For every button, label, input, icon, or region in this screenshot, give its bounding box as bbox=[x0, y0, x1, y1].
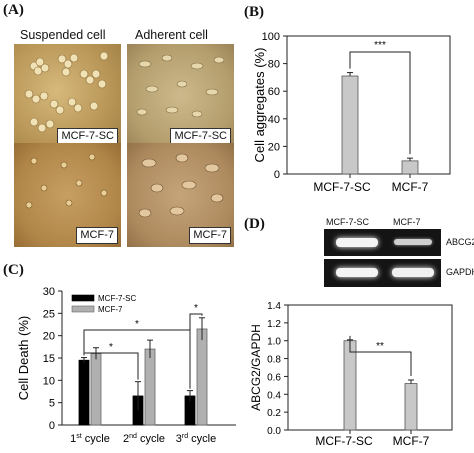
image-tag-mcf7-adherent: MCF-7 bbox=[189, 227, 231, 244]
chart-b-bar bbox=[401, 160, 419, 175]
micrograph-suspended-mcf7sc: MCF-7-SC bbox=[14, 44, 121, 148]
chart-b-xtick-label: MCF-7-SC bbox=[313, 180, 371, 194]
chart-d-ytick-label: 1.4 bbox=[267, 301, 281, 312]
gel-row-label-gapdh: GAPDH bbox=[446, 267, 474, 277]
gel-band-gapdh-mcf7sc bbox=[336, 268, 378, 277]
chart-d-ytick-label: 0.0 bbox=[267, 426, 281, 437]
micrograph-adherent-mcf7: MCF-7 bbox=[127, 143, 234, 247]
chart-c-legend-label: MCF-7-SC bbox=[98, 294, 136, 303]
adherent-cell-heading: Adherent cell bbox=[135, 28, 208, 42]
chart-c-bar bbox=[78, 359, 90, 426]
chart-d-ytick-label: 0.2 bbox=[267, 408, 281, 419]
cell-clusters-image bbox=[24, 51, 109, 133]
chart-b-bar bbox=[341, 75, 359, 175]
chart-b-ytick-label: 40 bbox=[268, 114, 280, 126]
chart-c-significance-label: * bbox=[135, 319, 139, 330]
chart-b-xtick-label: MCF-7 bbox=[392, 180, 429, 194]
chart-c-bar bbox=[90, 353, 102, 426]
chart-c-legend-label: MCF-7 bbox=[98, 305, 123, 314]
chart-c-bar bbox=[196, 328, 208, 426]
chart-d-ylabel: ABCG2/GAPDH bbox=[249, 324, 263, 411]
chart-c-bar bbox=[144, 348, 156, 426]
gel-row-label-abcg2: ABCG2 bbox=[446, 237, 474, 247]
chart-d-xtick-label: MCF-7 bbox=[393, 434, 430, 448]
chart-b-frame bbox=[286, 35, 451, 175]
gel-band-abcg2-mcf7 bbox=[394, 239, 432, 245]
chart-b-ylabel: Cell aggregates (%) bbox=[252, 48, 267, 163]
chart-c-legend-swatch bbox=[71, 294, 95, 302]
panel-label-a: (A) bbox=[3, 2, 24, 18]
chart-d-ytick-label: 0.4 bbox=[267, 390, 281, 401]
chart-d-ytick-label: 0.6 bbox=[267, 372, 281, 383]
chart-b-significance-bracket bbox=[349, 51, 411, 155]
sparse-cells-image bbox=[25, 153, 108, 209]
gel-lane-label-mcf7: MCF-7 bbox=[393, 217, 421, 227]
adherent-mcf7-cells-image bbox=[138, 153, 224, 218]
chart-c-ytick-label: 5 bbox=[49, 398, 55, 410]
chart-c-significance-bracket bbox=[189, 313, 203, 389]
chart-d-ytick-label: 0.8 bbox=[267, 355, 281, 366]
panel-label-c: (C) bbox=[3, 262, 24, 278]
chart-d-bar bbox=[343, 340, 357, 431]
gel-band-abcg2-mcf7sc bbox=[336, 238, 378, 247]
gel-gapdh bbox=[324, 259, 441, 287]
panel-label-d: (D) bbox=[244, 216, 265, 232]
chart-c-ytick-label: 25 bbox=[43, 308, 55, 320]
chart-c-ytick-label: 30 bbox=[43, 286, 55, 298]
gel-band-gapdh-mcf7 bbox=[392, 268, 434, 277]
chart-d-bar bbox=[404, 383, 418, 431]
chart-c-significance-bracket bbox=[83, 352, 139, 380]
chart-c-ytick-label: 15 bbox=[43, 353, 55, 365]
chart-b-ytick-label: 0 bbox=[274, 169, 280, 181]
chart-c-significance-label: * bbox=[194, 303, 198, 314]
chart-c-significance-label: * bbox=[109, 342, 113, 353]
chart-b-significance-label: *** bbox=[374, 40, 386, 51]
suspended-cell-heading: Suspended cell bbox=[20, 28, 106, 42]
chart-d-ytick-label: 1.0 bbox=[267, 337, 281, 348]
image-tag-mcf7sc-adherent: MCF-7-SC bbox=[170, 128, 231, 145]
chart-c-xtick-label: 3rd cycle bbox=[176, 433, 216, 445]
gel-abcg2 bbox=[324, 229, 441, 256]
chart-c-ylabel: Cell Death (%) bbox=[16, 316, 31, 401]
chart-d-xtick-label: MCF-7-SC bbox=[315, 434, 373, 448]
chart-b-ytick-label: 60 bbox=[268, 86, 280, 98]
image-tag-mcf7-suspended: MCF-7 bbox=[76, 227, 118, 244]
chart-b-ytick-label: 100 bbox=[262, 31, 280, 43]
chart-d-ytick-label: 1.2 bbox=[267, 319, 281, 330]
chart-c-xtick-label: 2nd cycle bbox=[123, 433, 165, 445]
chart-b-ytick-label: 80 bbox=[268, 59, 280, 71]
chart-c-ytick-label: 20 bbox=[43, 331, 55, 343]
chart-c-xtick-label: 1st cycle bbox=[70, 433, 110, 445]
adherent-cells-image bbox=[136, 54, 225, 118]
chart-c-ytick-label: 0 bbox=[49, 420, 55, 432]
chart-c-legend-swatch bbox=[71, 305, 95, 313]
gel-lane-label-mcf7sc: MCF-7-SC bbox=[326, 217, 369, 227]
micrograph-suspended-mcf7: MCF-7 bbox=[14, 143, 121, 247]
chart-c-ytick-label: 10 bbox=[43, 375, 55, 387]
chart-b-ytick-label: 20 bbox=[268, 141, 280, 153]
micrograph-adherent-mcf7sc: MCF-7-SC bbox=[127, 44, 234, 148]
chart-d-significance-label: ** bbox=[376, 341, 384, 352]
chart-d-frame bbox=[287, 304, 453, 431]
chart-d-significance-bracket bbox=[349, 335, 412, 376]
panel-label-b: (B) bbox=[244, 4, 264, 20]
